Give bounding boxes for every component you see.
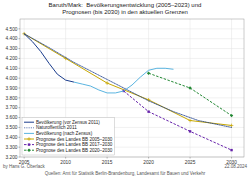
- legend-handle: [24, 122, 34, 123]
- legend-label: Prognose des Landes BB 2020–2030: [36, 148, 113, 153]
- legend-label: Naturoffentlich 2011: [36, 125, 77, 130]
- legend-entry: Bevölkerung (vor Zensus 2011): [24, 120, 100, 125]
- tick-label: 2025: [185, 160, 196, 165]
- line: [24, 34, 231, 126]
- chart: Baruth/Mark: Bevölkerungsentwicklung (20…: [0, 0, 250, 177]
- series: [123, 90, 233, 152]
- series: [74, 68, 174, 93]
- tick-label: 4.500: [5, 27, 17, 32]
- legend-entry: Prognose des Landes BB 2017–2030: [24, 142, 113, 147]
- marker: [188, 86, 191, 89]
- tick-label: 3.900: [5, 86, 17, 91]
- line: [149, 73, 232, 115]
- axes: 3.200 3.300 3.400 3.500 3.600 3.700 3.800 3.900…: [5, 19, 244, 165]
- legend-handle: [24, 144, 34, 145]
- tick-label: 3.600: [5, 115, 17, 120]
- tick-label: 3.700: [5, 105, 17, 110]
- line: [74, 68, 174, 93]
- tick-label: 3.400: [5, 135, 17, 140]
- grid-line: [20, 107, 244, 108]
- marker: [147, 72, 150, 75]
- series: [24, 34, 74, 82]
- marker: [189, 130, 191, 132]
- tick-label: 3.200: [5, 155, 17, 160]
- tick-label: 4.200: [5, 56, 17, 61]
- legend-handle: [24, 133, 34, 134]
- grid-line: [20, 97, 244, 98]
- marker: [28, 143, 30, 145]
- tick-label: 4.400: [5, 36, 17, 41]
- tick-label: 4.300: [5, 46, 17, 51]
- marker: [27, 149, 30, 152]
- line: [24, 34, 231, 128]
- tick-label: 4.100: [5, 66, 17, 71]
- legend-entry: Naturoffentlich 2011: [24, 125, 77, 130]
- legend: Bevölkerung (vor Zensus 2011)Naturoffent…: [22, 117, 114, 155]
- marker: [188, 119, 192, 123]
- legend-entry: Prognose des Landes BB 2020–2030: [24, 148, 113, 153]
- series: [24, 34, 231, 128]
- grid: [20, 19, 244, 157]
- tick-label: 2020: [143, 160, 154, 165]
- legend-entry: Prognose des Landes BB 2005–2030: [24, 137, 113, 142]
- tick-label: 4.000: [5, 76, 17, 81]
- title-line: Baruth/Mark: Bevölkerungsentwicklung (20…: [49, 2, 202, 8]
- legend-label: Prognose des Landes BB 2017–2030: [36, 142, 113, 147]
- legend-label: Bevölkerung (vor Zensus 2011): [36, 120, 100, 125]
- marker: [27, 137, 31, 141]
- grid-line: [20, 88, 244, 89]
- title-line: Prognosen (bis 2030) in den aktuellen Gr…: [62, 9, 188, 15]
- grid-line: [20, 28, 244, 29]
- footer: by Hans G. Oberlack 22.08.2024 Quellen: Am…: [3, 164, 247, 176]
- legend-handle: [24, 127, 34, 128]
- tick-label: 2015: [102, 160, 113, 165]
- grid-line: [20, 38, 244, 39]
- marker: [230, 114, 233, 117]
- marker: [147, 110, 149, 112]
- plot-frame: [20, 19, 244, 157]
- line: [124, 91, 232, 150]
- series: [147, 72, 233, 118]
- grid-line: [148, 19, 149, 157]
- legend-entry: Bevölkerung (nach Zensus): [24, 131, 93, 136]
- plot-data: [22, 32, 233, 151]
- annotation: by Hans G. Oberlack: [3, 164, 46, 169]
- line: [24, 34, 74, 82]
- grid-line: [20, 48, 244, 49]
- tick-label: 3.800: [5, 96, 17, 101]
- legend-label: Bevölkerung (nach Zensus): [36, 131, 93, 136]
- series: [22, 32, 233, 127]
- grid-line: [20, 78, 244, 79]
- tick-label: 3.300: [5, 145, 17, 150]
- annotation: Quellen: Amt für Statistik Berlin-Brande…: [45, 171, 206, 176]
- grid-line: [231, 19, 232, 157]
- marker: [230, 149, 232, 151]
- tick-label: 3.500: [5, 125, 17, 130]
- title: Baruth/Mark: Bevölkerungsentwicklung (20…: [49, 2, 202, 15]
- tick-label: 2010: [60, 160, 71, 165]
- marker: [105, 81, 109, 85]
- legend-label: Prognose des Landes BB 2005–2030: [36, 137, 113, 142]
- annotation: 22.08.2024: [224, 164, 247, 169]
- legend-frame: [22, 117, 114, 155]
- marker: [230, 124, 234, 128]
- grid-line: [20, 58, 244, 59]
